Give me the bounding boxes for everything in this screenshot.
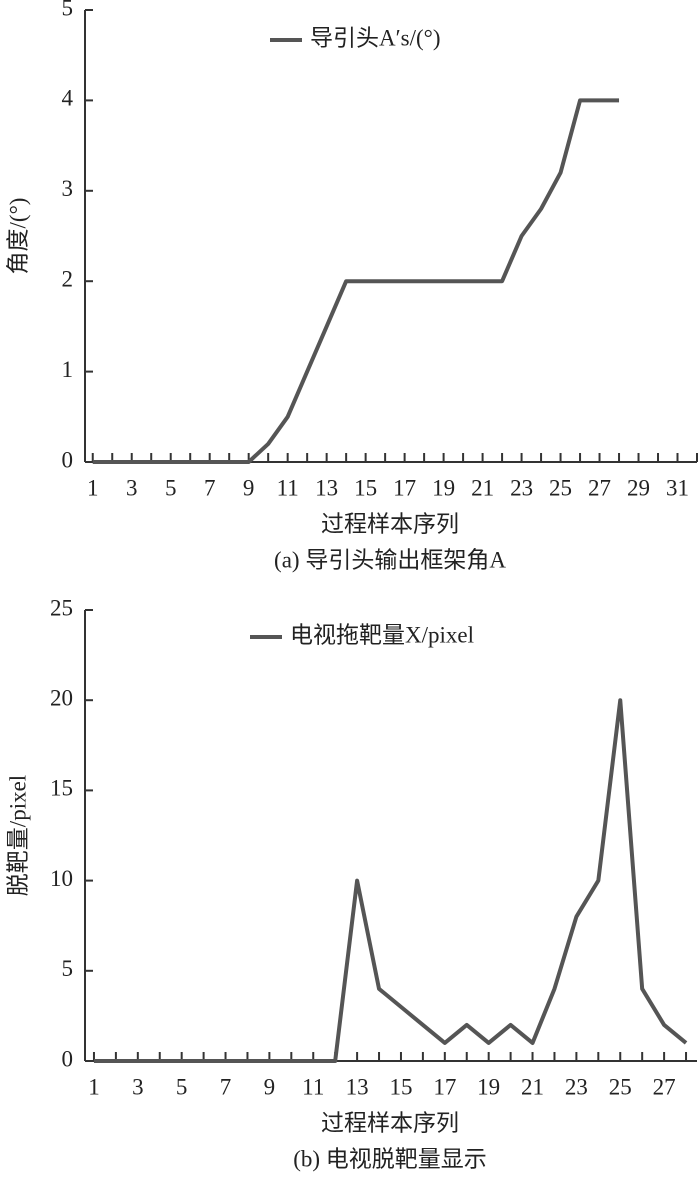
data-line <box>92 98 620 464</box>
x-tick-label: 9 <box>264 1074 276 1099</box>
x-tick-label: 3 <box>132 1074 144 1099</box>
legend-label: 电视拖靶量X/pixel <box>290 622 474 647</box>
x-tick-label: 25 <box>549 475 572 500</box>
x-tick-label: 7 <box>220 1074 232 1099</box>
x-tick-label: 13 <box>346 1074 369 1099</box>
x-tick-label: 27 <box>653 1074 676 1099</box>
caption: (b) 电视脱靶量显示 <box>293 1146 487 1171</box>
x-tick-label: 21 <box>521 1074 544 1099</box>
x-axis-label: 过程样本序列 <box>321 1110 459 1135</box>
y-tick-label: 15 <box>50 776 73 801</box>
x-tick-label: 29 <box>627 475 650 500</box>
x-tick-label: 1 <box>87 475 99 500</box>
x-tick-label: 21 <box>471 475 494 500</box>
y-axis-label: 脱靶量/pixel <box>5 775 30 896</box>
x-tick-label: 15 <box>354 475 377 500</box>
x-tick-label: 11 <box>277 475 299 500</box>
legend-label: 导引头A′s/(°) <box>310 25 441 50</box>
y-tick-label: 1 <box>62 357 74 382</box>
y-tick-label: 5 <box>62 956 74 981</box>
y-tick-label: 25 <box>50 595 73 620</box>
data-line <box>93 698 688 1063</box>
x-tick-label: 31 <box>666 475 689 500</box>
x-tick-label: 11 <box>302 1074 324 1099</box>
x-tick-label: 1 <box>88 1074 100 1099</box>
x-tick-label: 15 <box>389 1074 412 1099</box>
y-tick-label: 3 <box>62 176 74 201</box>
x-tick-label: 17 <box>433 1074 456 1099</box>
x-tick-label: 5 <box>176 1074 188 1099</box>
x-tick-label: 7 <box>204 475 216 500</box>
y-tick-label: 2 <box>62 266 74 291</box>
x-tick-label: 13 <box>315 475 338 500</box>
x-tick-label: 17 <box>393 475 416 500</box>
x-tick-label: 19 <box>432 475 455 500</box>
y-tick-label: 20 <box>50 685 73 710</box>
x-tick-label: 3 <box>126 475 138 500</box>
x-tick-label: 23 <box>565 1074 588 1099</box>
y-tick-label: 5 <box>62 0 74 20</box>
caption: (a) 导引头输出框架角A <box>274 547 506 572</box>
y-axis-label: 角度/(°) <box>5 198 30 275</box>
x-tick-label: 5 <box>165 475 177 500</box>
x-axis-label: 过程样本序列 <box>321 511 459 536</box>
x-tick-label: 23 <box>510 475 533 500</box>
x-tick-label: 25 <box>609 1074 632 1099</box>
y-tick-label: 0 <box>62 447 74 472</box>
x-tick-label: 9 <box>243 475 255 500</box>
y-tick-label: 4 <box>62 86 74 111</box>
y-tick-label: 10 <box>50 866 73 891</box>
x-tick-label: 19 <box>477 1074 500 1099</box>
x-tick-label: 27 <box>588 475 611 500</box>
y-tick-label: 0 <box>62 1046 74 1071</box>
